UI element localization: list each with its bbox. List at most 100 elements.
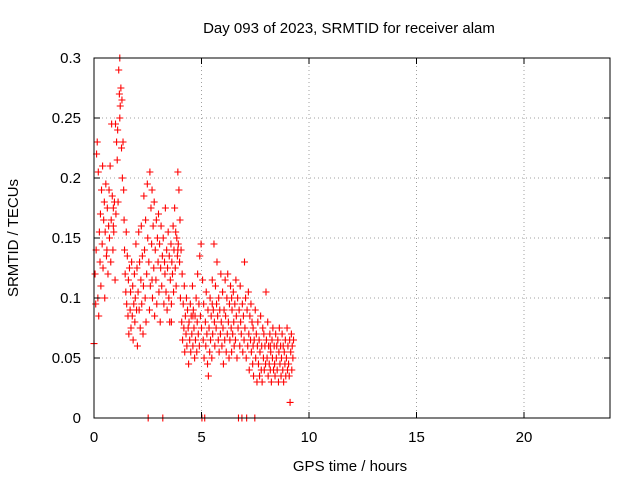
data-point: [287, 330, 295, 338]
data-point: [267, 348, 275, 356]
data-point: [151, 312, 159, 320]
data-point: [173, 252, 181, 260]
data-point: [182, 294, 190, 302]
data-point: [132, 240, 140, 248]
data-point: [116, 102, 124, 110]
data-point: [207, 312, 215, 320]
data-point: [127, 288, 135, 296]
data-point: [192, 294, 200, 302]
data-point: [219, 288, 227, 296]
data-point: [121, 246, 129, 254]
data-point: [209, 330, 217, 338]
data-point: [169, 222, 177, 230]
data-point: [165, 252, 173, 260]
data-point: [189, 306, 197, 314]
data-point: [194, 330, 202, 338]
data-point: [200, 354, 208, 362]
data-point: [206, 348, 214, 356]
data-point: [252, 354, 260, 362]
y-tick-label: 0.1: [60, 290, 81, 307]
data-point: [222, 312, 230, 320]
data-point: [114, 198, 122, 206]
data-point: [259, 324, 267, 332]
data-point: [164, 228, 172, 236]
data-point: [166, 276, 174, 284]
data-point: [262, 288, 270, 296]
data-point: [198, 324, 205, 332]
y-tick-label: 0.3: [60, 50, 81, 67]
data-point: [187, 348, 195, 356]
data-point: [204, 372, 212, 380]
data-point: [185, 360, 193, 368]
data-point: [224, 270, 232, 278]
data-point: [208, 354, 216, 362]
data-point: [100, 198, 108, 206]
data-point: [103, 246, 111, 254]
data-point: [191, 336, 199, 344]
data-point: [111, 276, 119, 284]
data-point: [190, 324, 198, 332]
data-point: [99, 162, 107, 170]
data-point: [233, 354, 241, 362]
data-point: [133, 264, 141, 272]
data-point: [174, 168, 182, 176]
data-point: [133, 342, 141, 350]
data-point: [142, 216, 150, 224]
data-point: [278, 330, 286, 338]
data-point: [189, 342, 197, 350]
data-point: [188, 330, 196, 338]
data-point: [213, 258, 221, 266]
data-point: [200, 300, 208, 308]
data-point: [97, 282, 105, 290]
data-point: [219, 324, 227, 332]
data-point: [130, 300, 138, 308]
data-point: [93, 138, 101, 146]
data-point: [171, 264, 179, 272]
data-point: [115, 90, 123, 98]
data-point: [125, 330, 133, 338]
data-point: [129, 336, 137, 344]
data-point: [237, 318, 245, 326]
data-point: [250, 372, 258, 380]
data-point: [264, 318, 272, 326]
data-point: [179, 336, 187, 344]
data-point: [128, 312, 136, 320]
data-point: [99, 264, 107, 272]
data-point: [239, 312, 247, 320]
data-point: [134, 288, 142, 296]
data-point: [100, 216, 108, 224]
data-point: [158, 282, 166, 290]
data-point: [158, 252, 166, 260]
data-point: [171, 204, 179, 212]
data-point: [188, 282, 196, 290]
data-point: [267, 378, 275, 386]
data-point: [94, 168, 102, 176]
data-point: [139, 330, 147, 338]
data-point: [156, 318, 164, 326]
data-point: [148, 294, 156, 302]
data-point: [113, 156, 121, 164]
data-point: [176, 258, 184, 266]
data-point: [135, 228, 143, 236]
data-point: [266, 342, 274, 350]
data-point: [118, 144, 126, 152]
data-point: [199, 276, 207, 284]
data-point: [118, 96, 126, 104]
data-point: [98, 186, 106, 194]
data-point: [174, 246, 182, 254]
data-point: [269, 324, 277, 332]
data-point: [143, 180, 151, 188]
data-point: [211, 282, 219, 290]
data-point: [288, 342, 296, 350]
data-point: [189, 312, 197, 320]
data-point: [234, 324, 242, 332]
data-point: [214, 312, 222, 320]
data-point: [191, 354, 199, 362]
data-point: [227, 282, 235, 290]
data-point: [206, 294, 214, 302]
data-point: [238, 300, 246, 308]
data-point: [119, 138, 127, 146]
data-point: [151, 246, 159, 254]
data-point: [228, 348, 236, 356]
